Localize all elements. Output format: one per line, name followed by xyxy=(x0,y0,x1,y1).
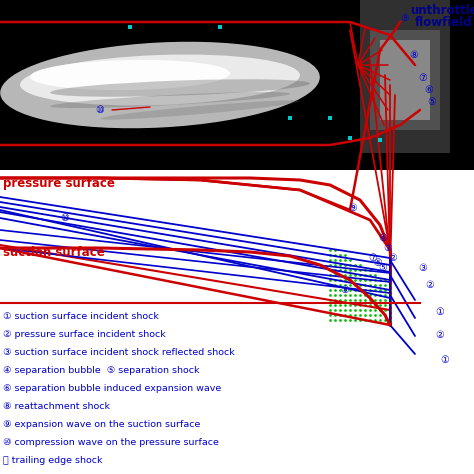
Text: ⑦: ⑦ xyxy=(368,253,377,263)
Text: ⑥: ⑥ xyxy=(373,258,382,268)
Text: suction surface: suction surface xyxy=(3,246,105,258)
Text: ③: ③ xyxy=(383,243,392,253)
Text: ②: ② xyxy=(388,253,397,263)
Text: ⑧: ⑧ xyxy=(340,285,349,295)
Text: ② pressure surface incident shock: ② pressure surface incident shock xyxy=(3,330,166,339)
Text: ②: ② xyxy=(435,330,444,340)
Ellipse shape xyxy=(50,79,310,97)
Text: ⑤: ⑤ xyxy=(378,263,387,273)
Bar xyxy=(370,30,440,130)
Text: ⑩: ⑩ xyxy=(60,213,69,223)
Ellipse shape xyxy=(0,42,320,128)
Ellipse shape xyxy=(30,60,230,90)
Text: ②: ② xyxy=(425,280,434,290)
Text: ①: ① xyxy=(435,307,444,317)
Text: ⑪ trailing edge shock: ⑪ trailing edge shock xyxy=(3,456,102,465)
Bar xyxy=(0,0,474,155)
Text: ⑩ compression wave on the pressure surface: ⑩ compression wave on the pressure surfa… xyxy=(3,438,219,447)
Ellipse shape xyxy=(100,100,300,119)
Text: unthrottled: unthrottled xyxy=(410,3,474,17)
Text: ⑦: ⑦ xyxy=(418,73,427,83)
Text: ④ separation bubble  ⑤ separation shock: ④ separation bubble ⑤ separation shock xyxy=(3,366,200,375)
Bar xyxy=(0,153,474,170)
Text: pressure surface: pressure surface xyxy=(3,176,115,190)
Bar xyxy=(380,40,430,120)
Text: ④: ④ xyxy=(378,233,387,243)
Text: ⑥ separation bubble induced expansion wave: ⑥ separation bubble induced expansion wa… xyxy=(3,384,221,393)
Text: ① suction surface incident shock: ① suction surface incident shock xyxy=(3,312,159,321)
Text: ③: ③ xyxy=(418,263,427,273)
Text: ①: ① xyxy=(440,355,449,365)
Text: ⑨ expansion wave on the suction surface: ⑨ expansion wave on the suction surface xyxy=(3,420,201,429)
Text: ⑥: ⑥ xyxy=(424,85,433,95)
Text: ⑧: ⑧ xyxy=(409,50,418,60)
Text: ③ suction surface incident shock reflected shock: ③ suction surface incident shock reflect… xyxy=(3,348,235,357)
Text: flowfield: flowfield xyxy=(415,16,473,28)
Text: ⑨: ⑨ xyxy=(400,13,409,23)
Bar xyxy=(360,0,450,155)
Ellipse shape xyxy=(50,92,290,108)
Text: ⑤: ⑤ xyxy=(427,97,436,107)
Text: ⑧ reattachment shock: ⑧ reattachment shock xyxy=(3,402,110,411)
Ellipse shape xyxy=(20,55,300,105)
Text: ⑨: ⑨ xyxy=(348,203,357,213)
Text: ⑩: ⑩ xyxy=(95,105,104,115)
